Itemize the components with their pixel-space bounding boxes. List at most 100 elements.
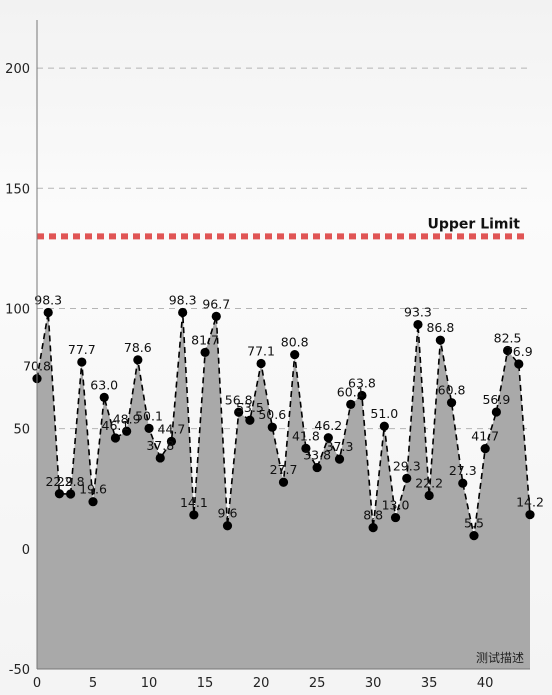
data-point [346, 399, 356, 409]
data-point [234, 407, 244, 417]
data-point [256, 358, 266, 369]
x-axis-ticks: 0 5 10 15 20 25 30 35 40 [33, 676, 494, 691]
data-point [155, 453, 165, 463]
x-tick-label: 5 [89, 676, 97, 691]
data-point [290, 349, 300, 360]
series-area [37, 312, 530, 669]
data-point [99, 392, 109, 402]
data-point [334, 454, 345, 464]
data-label: 9.6 [218, 506, 238, 521]
data-label: 14.2 [516, 495, 544, 510]
limit-label: Upper Limit [428, 216, 521, 232]
data-label: 14.1 [180, 495, 208, 510]
data-point [368, 523, 378, 533]
data-label: 27.3 [449, 463, 477, 478]
data-point [435, 335, 445, 345]
y-tick-label: 200 [5, 62, 30, 77]
data-label: 50.6 [258, 407, 286, 422]
data-label: 5.5 [464, 516, 484, 531]
data-label: 56.8 [225, 392, 253, 407]
data-label: 29.3 [393, 458, 421, 473]
data-points [32, 307, 535, 541]
data-point [312, 462, 322, 473]
data-point [267, 422, 277, 432]
chart-description: 测试描述 [476, 650, 524, 665]
data-label: 22.9 [45, 474, 73, 489]
data-label: 86.8 [426, 320, 454, 335]
data-point [390, 512, 401, 523]
data-label: 77.1 [247, 343, 275, 358]
data-label: 60.1 [337, 384, 365, 399]
data-label: 41.7 [471, 429, 499, 444]
data-point [379, 421, 389, 431]
data-point [446, 398, 457, 408]
data-point [525, 510, 535, 520]
data-label: 44.7 [158, 421, 186, 436]
data-label: 63.8 [348, 375, 376, 390]
data-label: 41.8 [292, 428, 320, 443]
data-point [424, 490, 434, 501]
x-tick-label: 0 [33, 676, 41, 691]
data-point [166, 436, 177, 446]
axes [36, 20, 530, 670]
x-tick-label: 25 [309, 676, 326, 691]
x-tick-label: 20 [253, 676, 270, 691]
y-tick-label: 150 [5, 182, 30, 197]
data-point [301, 443, 311, 453]
data-label: 8.8 [363, 508, 383, 523]
data-label: 46.2 [314, 418, 342, 433]
data-point [54, 489, 65, 499]
data-point [402, 473, 412, 483]
data-point [323, 433, 333, 443]
data-point [514, 359, 524, 369]
data-label: 33.8 [303, 448, 331, 463]
data-label: 37.8 [146, 438, 174, 453]
data-label: 56.9 [482, 392, 510, 407]
data-label: 51.0 [370, 406, 398, 421]
x-tick-label: 10 [141, 676, 158, 691]
data-point [458, 478, 468, 488]
data-point [245, 415, 255, 425]
y-axis-ticks: -50 0 50 100 150 200 [5, 62, 30, 678]
data-point [133, 355, 143, 365]
data-point [469, 530, 479, 541]
data-point [211, 311, 221, 321]
data-label: 80.8 [281, 335, 309, 350]
y-tick-label: 0 [22, 543, 30, 558]
data-label: 27.7 [270, 462, 298, 477]
data-label: 78.6 [124, 340, 152, 355]
data-point [200, 347, 210, 358]
x-tick-label: 15 [197, 676, 214, 691]
x-tick-label: 40 [477, 676, 494, 691]
data-label: 13.0 [382, 498, 410, 513]
data-label: 19.6 [79, 482, 107, 497]
data-point [502, 345, 513, 356]
data-label: 63.0 [90, 377, 118, 392]
data-label: 96.7 [202, 296, 230, 311]
data-label: 53.5 [236, 400, 264, 415]
data-label: 60.8 [438, 383, 466, 398]
y-tick-label: -50 [9, 663, 30, 678]
data-point [178, 307, 188, 318]
data-point [491, 407, 501, 417]
data-label: 98.3 [169, 293, 197, 308]
data-label: 76.9 [505, 344, 533, 359]
data-point [43, 307, 53, 318]
data-point [110, 433, 121, 443]
data-point [357, 390, 367, 401]
data-label: 93.3 [404, 305, 432, 320]
data-label: 22.8 [57, 474, 85, 489]
data-point [144, 423, 154, 433]
data-label: 98.3 [34, 293, 62, 308]
data-label: 77.7 [68, 342, 96, 357]
data-point [77, 357, 87, 367]
data-label: 22.2 [415, 475, 443, 490]
data-label: 48.9 [113, 411, 141, 426]
x-tick-label: 30 [365, 676, 382, 691]
data-point [189, 510, 199, 520]
data-point [88, 497, 98, 507]
data-point [222, 521, 233, 531]
data-point [278, 477, 289, 487]
data-point [66, 489, 76, 499]
